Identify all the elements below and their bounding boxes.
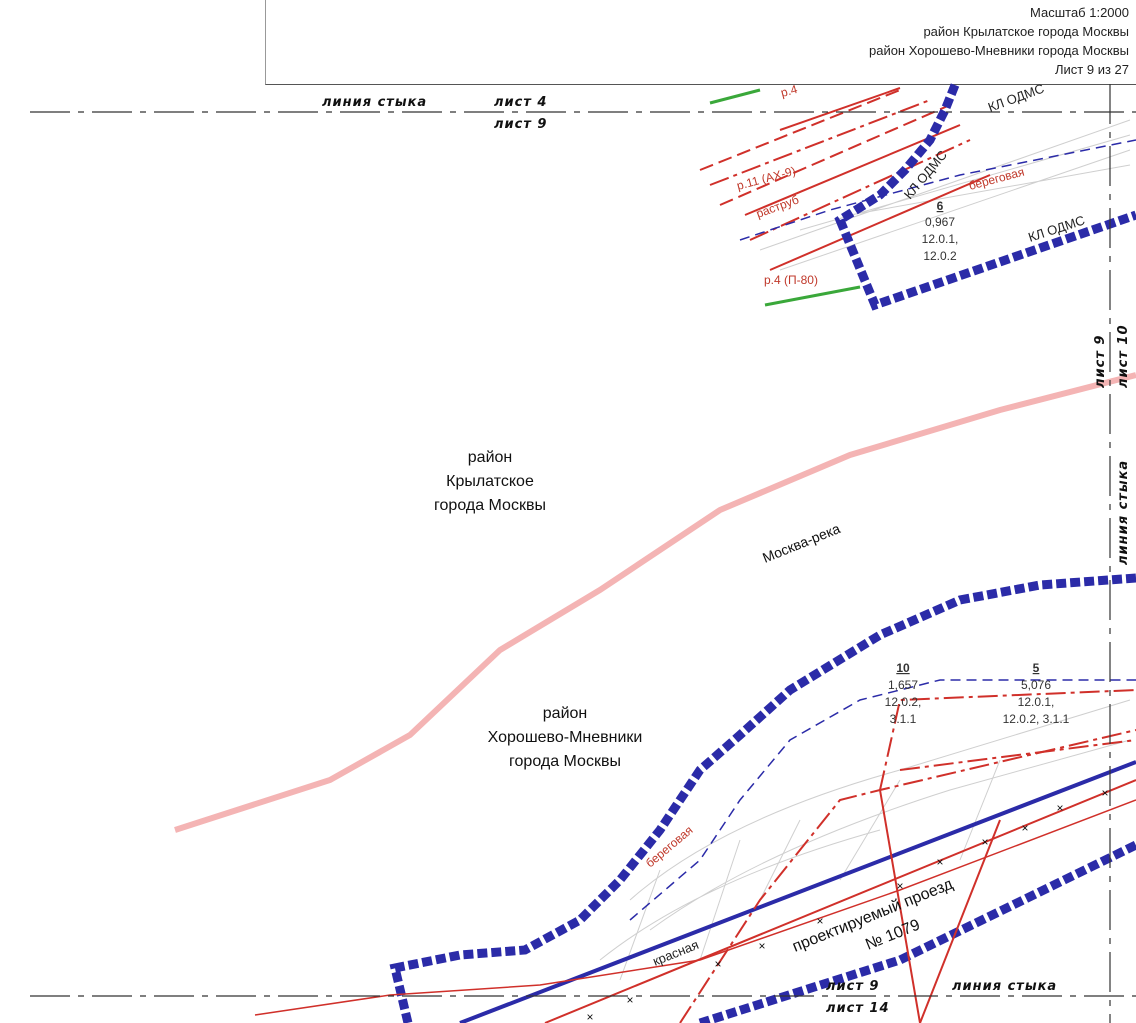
district-krylatskoe-line2: Крылатское bbox=[446, 473, 534, 490]
top-red-lines bbox=[699, 87, 991, 271]
district-khoroshevo-line3: города Москвы bbox=[509, 753, 621, 770]
svg-text:×: × bbox=[981, 835, 988, 849]
zone-boundary-top bbox=[834, 83, 1136, 311]
svg-text:×: × bbox=[936, 855, 943, 869]
district-khoroshevo: район Хорошево-Мневники города Москвы bbox=[488, 705, 643, 770]
zone-6-number: 6 bbox=[937, 199, 944, 213]
road-cross-marks: × × × × × × × × × × × bbox=[586, 786, 1108, 1023]
zone-5-code1: 12.0.1, bbox=[1018, 695, 1055, 709]
label-p4: р.4 (П-80) bbox=[764, 273, 818, 287]
svg-text:×: × bbox=[626, 993, 633, 1007]
zone-10: 10 1,657 12.0.2, 3.1.1 bbox=[885, 661, 922, 726]
right-sheet-10-label: лист 10 bbox=[1116, 325, 1131, 389]
river-label: Москва-река bbox=[760, 520, 842, 566]
label-rastrub: раструб bbox=[754, 192, 801, 220]
zone-5: 5 5,076 12.0.1, 12.0.2, 3.1.1 bbox=[1003, 661, 1070, 726]
svg-text:×: × bbox=[758, 939, 765, 953]
red-dashdot-lines bbox=[679, 689, 1136, 1023]
zone-boundary-middle bbox=[389, 573, 1136, 1023]
terrain-hatching bbox=[599, 119, 1131, 981]
zone-6-code2: 12.0.2 bbox=[923, 249, 957, 263]
blue-dashed-top bbox=[739, 139, 1136, 241]
svg-text:×: × bbox=[714, 957, 721, 971]
top-join-label: линия стыка bbox=[322, 95, 427, 110]
svg-text:×: × bbox=[586, 1010, 593, 1023]
zone-5-code2: 12.0.2, 3.1.1 bbox=[1003, 712, 1070, 726]
top-sheet-9-label: лист 9 bbox=[494, 117, 547, 132]
top-sheet-4-label: лист 4 bbox=[494, 95, 547, 110]
zone-6-code1: 12.0.1, bbox=[922, 232, 959, 246]
red-road-line-3 bbox=[879, 789, 921, 1023]
district-khoroshevo-line1: район bbox=[543, 705, 587, 722]
zone-10-area: 1,657 bbox=[888, 678, 918, 692]
zone-10-code2: 3.1.1 bbox=[890, 712, 917, 726]
label-kl-odms-1: КЛ ОДМС bbox=[986, 81, 1046, 115]
zone-10-number: 10 bbox=[896, 661, 910, 675]
zone-10-code1: 12.0.2, bbox=[885, 695, 922, 709]
river-line bbox=[174, 372, 1136, 833]
district-khoroshevo-line2: Хорошево-Мневники bbox=[488, 729, 643, 746]
green-line-bottom bbox=[764, 285, 861, 307]
red-road-line-2 bbox=[254, 799, 1136, 1016]
svg-text:×: × bbox=[896, 879, 903, 893]
label-r11: р.11 (АХ-9) bbox=[735, 164, 797, 193]
sheet-number-label: Лист 9 из 27 bbox=[1055, 62, 1129, 77]
zone-6: 6 0,967 12.0.1, 12.0.2 bbox=[922, 199, 959, 263]
district-khoroshevo-label: район Хорошево-Мневники города Москвы bbox=[868, 43, 1129, 58]
bottom-sheet-9-label: лист 9 bbox=[826, 979, 879, 994]
right-sheet-9-label: лист 9 bbox=[1093, 335, 1108, 388]
scale-label: Масштаб 1:2000 bbox=[1030, 5, 1129, 20]
right-join-label: линия стыка bbox=[1116, 460, 1131, 565]
svg-text:×: × bbox=[816, 914, 823, 928]
label-p4-top: р.4 bbox=[779, 82, 799, 100]
zone-5-number: 5 bbox=[1033, 661, 1040, 675]
zone-6-area: 0,967 bbox=[925, 215, 955, 229]
svg-text:×: × bbox=[1101, 786, 1108, 800]
bottom-sheet-14-label: лист 14 bbox=[826, 1001, 890, 1016]
red-road-line bbox=[544, 779, 1136, 1023]
green-line-top bbox=[709, 88, 761, 105]
blue-dashed-middle bbox=[629, 679, 1136, 921]
svg-text:×: × bbox=[1056, 801, 1063, 815]
title-block: Масштаб 1:2000 район Крылатское города М… bbox=[265, 0, 1136, 85]
district-krylatskoe-label: район Крылатское города Москвы bbox=[923, 24, 1129, 39]
zone-boundary-bottom bbox=[698, 840, 1136, 1023]
district-krylatskoe-line3: города Москвы bbox=[434, 497, 546, 514]
bottom-join-label: линия стыка bbox=[952, 979, 1057, 994]
district-krylatskoe: район Крылатское города Москвы bbox=[434, 449, 546, 514]
svg-text:×: × bbox=[1021, 821, 1028, 835]
red-road-line-4 bbox=[919, 819, 1001, 1023]
zone-5-area: 5,076 bbox=[1021, 678, 1051, 692]
district-krylatskoe-line1: район bbox=[468, 449, 512, 466]
